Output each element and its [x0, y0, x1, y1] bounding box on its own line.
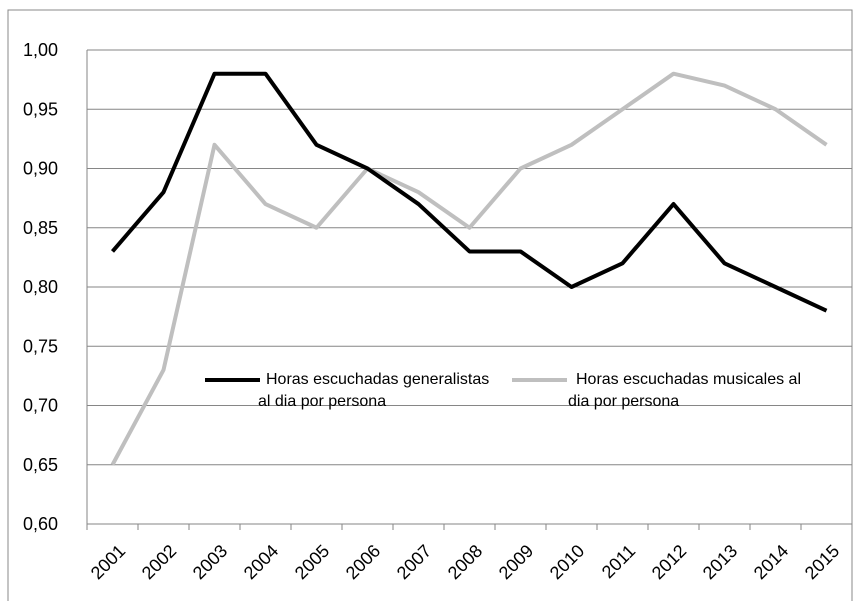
x-tick-label: 2009 [495, 541, 537, 583]
x-tick-label: 2007 [393, 541, 435, 583]
y-tick-label: 1,00 [23, 40, 58, 60]
x-tick-label: 2001 [87, 541, 129, 583]
x-tick-label: 2003 [189, 541, 231, 583]
y-tick-label: 0,85 [23, 218, 58, 238]
x-tick-label: 2011 [598, 541, 640, 583]
x-tick-label: 2005 [291, 541, 333, 583]
y-tick-label: 0,95 [23, 99, 58, 119]
line-series [110, 71, 828, 466]
line-series [110, 71, 828, 313]
y-tick-label: 0,75 [23, 336, 58, 356]
x-tick-label: 2004 [240, 541, 282, 583]
x-tick-label: 2006 [342, 541, 384, 583]
x-tick-label: 2008 [444, 541, 486, 583]
x-tick-label: 2010 [546, 541, 588, 583]
x-tick-label: 2014 [750, 541, 792, 583]
y-tick-label: 0,70 [23, 396, 58, 416]
x-tick-label: 2002 [138, 541, 180, 583]
x-tick-label: 2013 [699, 541, 741, 583]
y-tick-label: 0,60 [23, 514, 58, 534]
legend-label: Horas escuchadas musicales al dia por pe… [568, 371, 801, 410]
x-tick-label: 2012 [648, 541, 690, 583]
legend-label: Horas escuchadas generalistas al dia por… [258, 371, 490, 410]
y-tick-label: 0,65 [23, 455, 58, 475]
chart-border [7, 9, 853, 601]
y-tick-label: 0,90 [23, 159, 58, 179]
y-tick-label: 0,80 [23, 277, 58, 297]
x-tick-label: 2015 [801, 541, 843, 583]
